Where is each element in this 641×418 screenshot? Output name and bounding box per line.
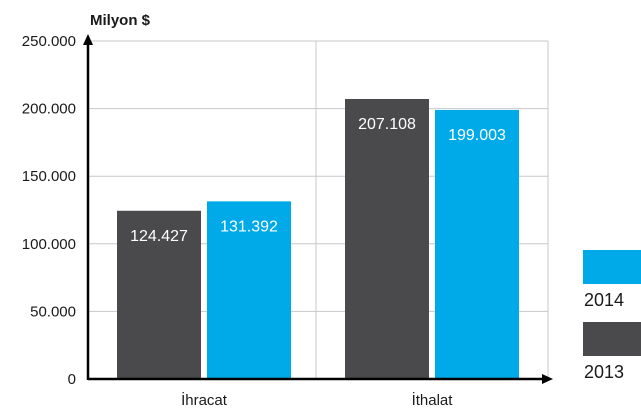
y-tick-label: 100.000 [22, 236, 76, 253]
y-tick-label: 250.000 [22, 33, 76, 50]
bar-2013-1 [345, 98, 429, 379]
legend-swatch-2014 [583, 250, 641, 284]
bar-2014-1 [435, 109, 519, 380]
y-tick-label: 150.000 [22, 168, 76, 185]
y-tick-label: 50.000 [30, 303, 76, 320]
data-label-2014-1: 199.003 [448, 127, 506, 144]
data-label-2013-1: 207.108 [358, 116, 416, 133]
y-axis-arrow [83, 34, 93, 45]
y-unit-label: Milyon $ [90, 12, 151, 29]
legend-swatch-2013 [583, 322, 641, 356]
x-axis-arrow [542, 374, 553, 384]
bar-2014-0 [207, 201, 291, 379]
legend-label-2014: 2014 [584, 290, 624, 310]
bar-2013-0 [117, 210, 201, 379]
y-tick-label: 0 [68, 371, 76, 388]
x-tick-label: İthalat [412, 391, 454, 409]
y-tick-label: 200.000 [22, 101, 76, 118]
data-label-2014-0: 131.392 [220, 218, 278, 235]
x-tick-label: İhracat [181, 391, 228, 409]
legend-label-2013: 2013 [584, 362, 624, 382]
data-label-2013-0: 124.427 [130, 228, 188, 245]
